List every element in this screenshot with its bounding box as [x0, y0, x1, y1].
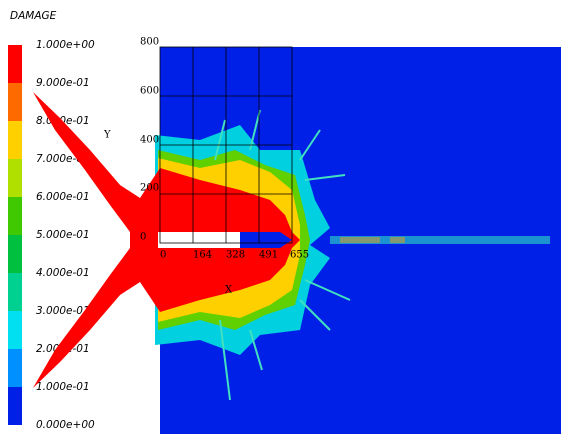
x-tick-label: 164 [193, 250, 212, 261]
crack-line [330, 236, 550, 244]
legend-label: 3.000e-01 [36, 305, 90, 317]
legend-swatch [8, 197, 22, 235]
x-axis-label: X [225, 285, 233, 296]
legend-swatch [8, 83, 22, 121]
legend-label: 5.000e-01 [36, 229, 90, 241]
legend-label: 0.000e+00 [36, 419, 95, 431]
x-tick-label: 655 [290, 250, 309, 261]
legend-label: 6.000e-01 [36, 191, 90, 203]
legend: 1.000e+009.000e-018.000e-017.000e-016.00… [8, 39, 95, 431]
y-tick-label: 800 [140, 37, 159, 48]
legend-label: 9.000e-01 [36, 77, 90, 89]
x-tick-label: 328 [226, 250, 245, 261]
y-tick-label: 200 [140, 183, 159, 194]
damage-field [33, 92, 550, 401]
legend-swatch [8, 159, 22, 197]
legend-swatch [8, 311, 22, 349]
legend-label: 4.000e-01 [36, 267, 90, 279]
legend-swatch [8, 273, 22, 311]
cracks [214, 109, 351, 401]
y-tick-label: 0 [140, 232, 146, 243]
legend-label: 1.000e+00 [36, 39, 95, 51]
legend-swatch [8, 387, 22, 425]
legend-swatch [8, 349, 22, 387]
grid [159, 46, 293, 244]
y-tick-label: 400 [140, 135, 159, 146]
legend-swatch [8, 45, 22, 83]
y-axis-label: Y [103, 130, 111, 141]
x-tick-label: 491 [259, 250, 278, 261]
y-tick-label: 600 [140, 86, 159, 97]
x-tick-label: 0 [160, 250, 166, 261]
notch [240, 232, 292, 248]
gap [158, 232, 240, 248]
legend-swatch [8, 121, 22, 159]
legend-label: 1.000e-01 [36, 381, 90, 393]
legend-title: DAMAGE [10, 10, 57, 22]
legend-swatch [8, 235, 22, 273]
